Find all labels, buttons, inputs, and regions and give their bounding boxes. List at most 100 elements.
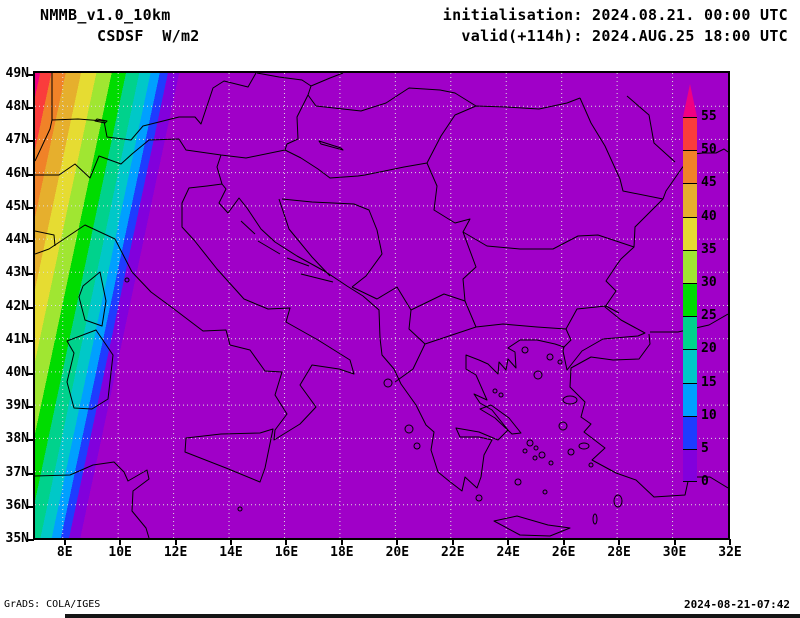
border-it-si [216,154,223,185]
lat-axis-tick-43N [28,273,34,276]
lat-axis-tick-36N [28,505,34,508]
border-bg-gr [475,323,567,330]
coastline-sicily [184,428,274,483]
init-time-label: initialisation: 2024.08.21. 00:00 UTC [442,6,788,24]
lon-axis-tick-24E [507,539,510,545]
lon-axis-label-32E: 32E [718,545,742,560]
lat-axis-tick-44N [28,240,34,243]
lat-axis-label-35N: 35N [5,531,29,546]
lat-axis-tick-49N [28,74,34,76]
border-nmk-al [408,309,426,345]
lon-axis-tick-8E [63,539,66,545]
map-overlay-svg [35,73,728,538]
lon-axis-tick-20E [396,539,399,545]
lon-axis-label-14E: 14E [219,545,243,560]
island-thasos [521,346,529,354]
border-rs-nmk [410,293,466,311]
island-lemnos [533,370,543,380]
border-gr-tr [562,328,572,349]
island-paros [532,455,538,461]
border-prut-danube [579,97,664,200]
lat-axis-label-36N: 36N [5,497,29,513]
border-ro-hu-ua [426,97,581,164]
border-rs-bg [462,231,477,328]
lon-axis-tick-18E [340,539,343,545]
island-cyclades-1 [522,448,528,454]
lat-axis-tick-37N [28,472,34,475]
border-cz-at-sk [256,73,344,87]
island-zakynthos [413,442,421,450]
lon-axis-tick-32E [729,539,731,545]
lat-axis-label-47N: 47N [5,132,29,148]
lon-axis-label-18E: 18E [330,545,354,560]
lat-axis-label-41N: 41N [5,331,29,347]
island-karpathos [592,513,598,525]
island-samothrace [546,353,554,361]
lon-axis-tick-16E [285,539,288,545]
lon-axis-label-26E: 26E [551,545,576,560]
lat-axis-label-48N: 48N [5,99,29,115]
lat-axis-label-39N: 39N [5,398,29,414]
lat-axis-tick-47N [28,140,34,143]
island-corfu [383,378,393,388]
lat-axis-label-43N: 43N [5,265,29,281]
grads-credit: GrADS: COLA/IGES [4,599,101,610]
lon-axis-label-28E: 28E [607,545,631,560]
lat-axis-label-45N: 45N [5,198,29,214]
lat-axis-tick-48N [28,107,34,110]
island-kythira [475,494,483,502]
island-ikaria [567,448,575,456]
island-santorini [542,489,548,495]
lat-axis-label-46N: 46N [5,165,29,181]
border-at-hu [284,94,309,151]
lat-axis-tick-38N [28,439,34,442]
island-naxos [538,451,546,459]
model-title: NMMB_v1.0_10km [40,6,171,24]
lat-axis-label-37N: 37N [5,464,29,480]
border-hr-ba [278,198,331,277]
island-tinos [533,445,539,451]
coastline-euboea [479,404,522,435]
coastline-turkey-black-sea [650,313,728,333]
lat-axis-tick-41N [28,339,34,342]
map-plot-area: 55 50 45 40 35 30 25 20 15 10 5 0 49N 48N 47N 46N 45N 44… [6,67,742,560]
lon-axis-tick-22E [451,539,454,545]
lat-axis-tick-39N [28,406,34,409]
lat-axis-label-38N: 38N [5,431,29,447]
lon-axis-tick-30E [673,539,676,545]
island-cyclades-2 [548,460,554,466]
bottom-window-bar [65,614,800,618]
island-samos [578,442,590,450]
island-sporades-1 [492,388,498,394]
border-ch-de-at [51,73,257,141]
coastline-corsica [78,271,107,327]
border-bg-tr [565,305,620,330]
island-rhodes [613,494,623,508]
lat-axis-label-44N: 44N [5,232,29,248]
lon-axis-label-10E: 10E [108,545,132,560]
island-malta [237,506,243,512]
island-chios [558,421,568,431]
graticule-gridlines [35,73,728,538]
border-rs-ro-bg-danube [426,162,635,250]
island-sporades-2 [498,392,504,398]
coastline-europe-mainland [35,148,728,492]
lat-axis-label-40N: 40N [5,364,29,380]
lon-axis-label-24E: 24E [496,545,520,560]
lon-axis-label-16E: 16E [274,545,299,560]
valid-time-label: valid(+114h): 2024.AUG.25 18:00 UTC [461,27,788,45]
lon-axis-tick-14E [230,539,233,545]
lat-axis-tick-35N [28,539,34,541]
lon-axis-tick-12E [174,539,177,545]
border-dniester [626,95,676,163]
dalmatian-islands [240,220,334,283]
border-nmk-gr [424,326,477,345]
lon-axis-tick-26E [562,539,565,545]
lon-axis-label-12E: 12E [163,545,188,560]
coastline-border-group [35,73,728,538]
border-al-gr [394,343,426,383]
lon-axis-label-22E: 22E [441,545,465,560]
lat-axis-tick-42N [28,306,34,309]
border-sk-hu [307,85,477,112]
